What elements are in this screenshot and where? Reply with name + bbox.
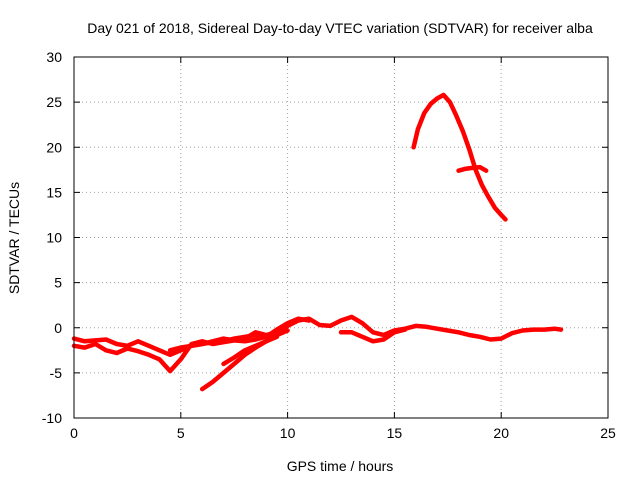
y-tick-label: 25 — [46, 94, 62, 110]
y-tick-label: 5 — [54, 275, 62, 291]
x-axis-label: GPS time / hours — [287, 458, 394, 474]
x-tick-label: 0 — [70, 425, 78, 441]
series-line-track-5 — [221, 328, 290, 367]
y-tick-label: 10 — [46, 230, 62, 246]
x-tick-label: 15 — [387, 425, 403, 441]
series-line-track-6 — [338, 327, 408, 344]
x-tick-label: 5 — [177, 425, 185, 441]
x-tick-label: 20 — [493, 425, 509, 441]
chart-title: Day 021 of 2018, Sidereal Day-to-day VTE… — [87, 20, 593, 36]
series-line-track-8 — [456, 164, 489, 173]
y-tick-label: 0 — [54, 320, 62, 336]
series-line-track-3 — [167, 332, 280, 353]
x-tick-label: 10 — [280, 425, 296, 441]
ticks: 0 5 10 15 20 25 -10 -5 0 5 10 15 20 25 30 — [42, 49, 616, 441]
series-line-track-7 — [411, 92, 508, 222]
y-tick-label: 30 — [46, 49, 62, 65]
series-line-track-1 — [71, 314, 564, 374]
y-tick-label: 20 — [46, 139, 62, 155]
y-tick-label: -5 — [50, 365, 63, 381]
y-tick-label: 15 — [46, 184, 62, 200]
x-tick-label: 25 — [600, 425, 616, 441]
y-axis-label: SDTVAR / TECUs — [6, 182, 22, 294]
y-tick-label: -10 — [42, 410, 62, 426]
series-group — [71, 92, 564, 392]
grid — [74, 57, 608, 418]
